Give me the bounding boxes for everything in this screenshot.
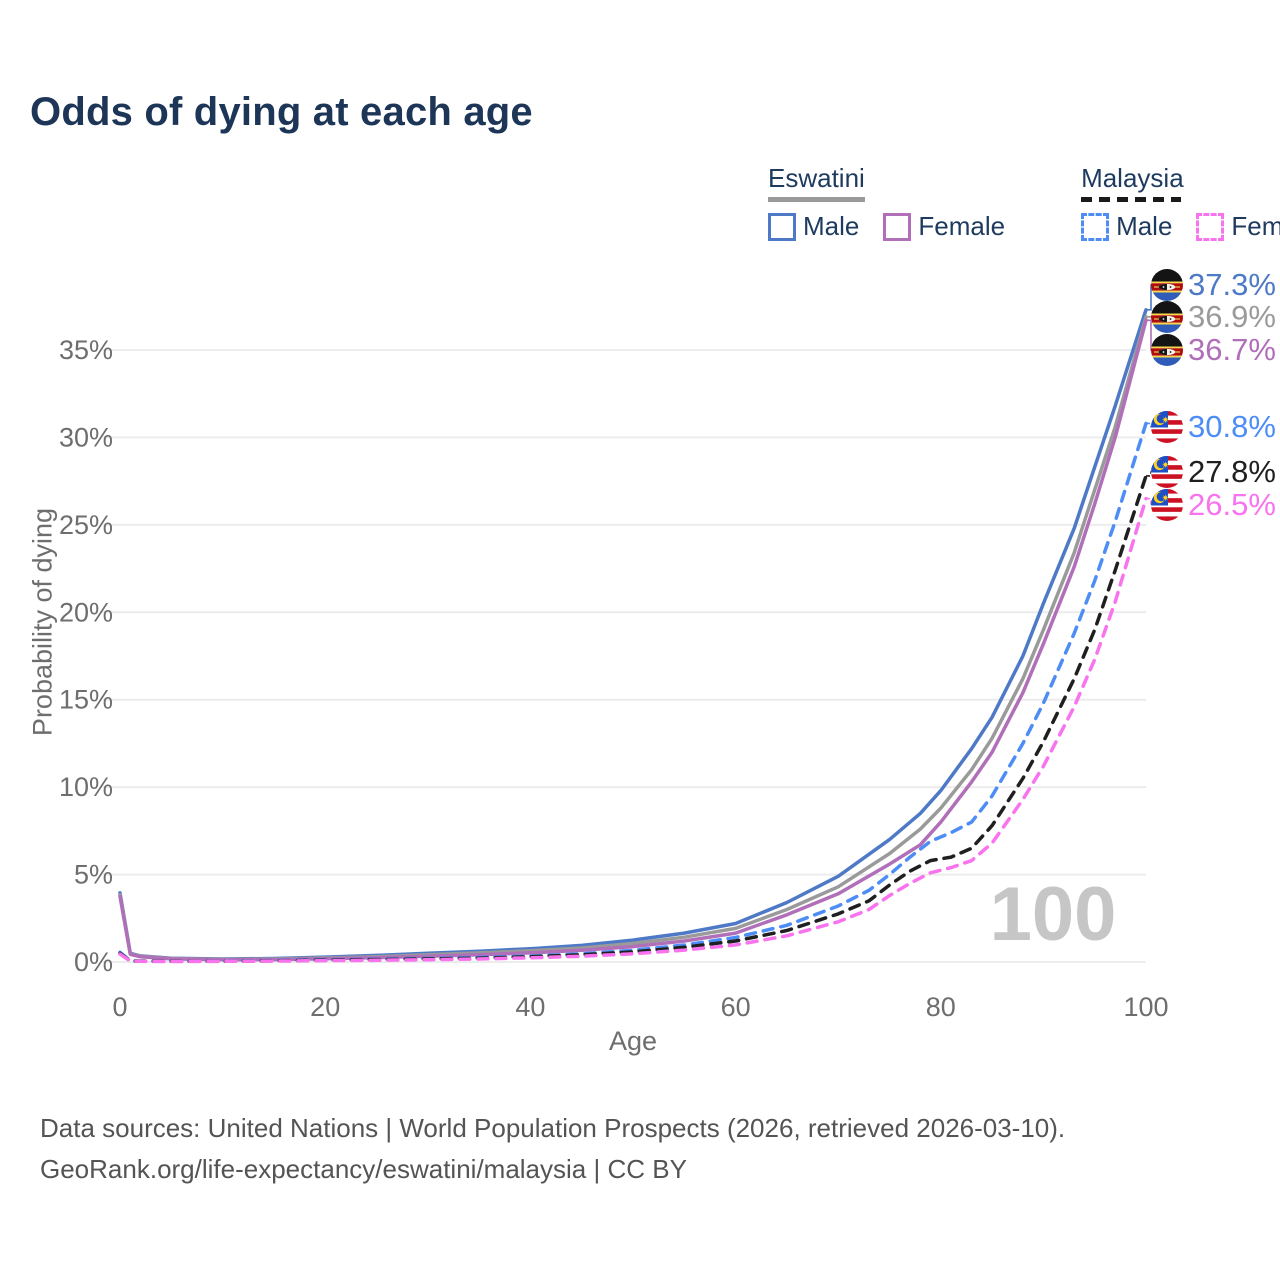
eswatini-flag-icon (1151, 334, 1183, 366)
y-tick-label: 15% (59, 685, 113, 715)
y-tick-label: 25% (59, 510, 113, 540)
x-tick-label: 100 (1123, 992, 1168, 1022)
footer-data-sources: Data sources: United Nations | World Pop… (40, 1113, 1066, 1143)
y-tick-label: 0% (74, 947, 113, 977)
y-tick-label: 10% (59, 772, 113, 802)
x-tick-label: 0 (112, 992, 127, 1022)
malaysia-flag-icon (1151, 456, 1183, 488)
malaysia-flag-icon (1151, 411, 1183, 443)
footer-url[interactable]: GeoRank.org/life-expectancy/eswatini/mal… (40, 1154, 687, 1184)
y-tick-label: 35% (59, 335, 113, 365)
eswatini-flag-icon (1151, 301, 1183, 333)
legend-group-title-eswatini[interactable]: Eswatini (768, 163, 865, 193)
series-line-eswatini-male[interactable] (118, 308, 1148, 961)
legend-underline-eswatini (768, 197, 865, 202)
series-line-eswatini-both-sexes[interactable] (118, 315, 1148, 962)
malaysia-flag-icon (1151, 489, 1183, 521)
legend-swatch-malaysia-male[interactable] (1081, 212, 1110, 241)
legend-label-malaysia-male[interactable]: Male (1116, 211, 1173, 241)
legend-group-title-malaysia[interactable]: Malaysia (1081, 163, 1184, 193)
x-tick-label: 60 (721, 992, 751, 1022)
y-tick-label: 20% (59, 597, 113, 627)
x-tick-label: 40 (515, 992, 545, 1022)
legend-swatch-eswatini-male[interactable] (768, 212, 796, 241)
age-indicator-watermark: 100 (990, 872, 1117, 957)
legend-group-eswatini: Eswatini Male Female (768, 163, 1029, 242)
y-tick-label: 5% (74, 860, 113, 890)
legend-swatch-eswatini-female[interactable] (883, 212, 912, 241)
page-title: Odds of dying at each age (30, 90, 533, 134)
x-tick-label: 20 (310, 992, 340, 1022)
series-line-eswatini-female[interactable] (118, 318, 1148, 962)
end-value-label: 36.7% (1188, 332, 1276, 367)
legend-swatch-malaysia-female[interactable] (1196, 212, 1225, 241)
end-value-label: 27.8% (1188, 454, 1276, 489)
y-axis-title: Probability of dying (27, 507, 58, 737)
end-value-label: 36.9% (1188, 299, 1276, 334)
end-label-leader (1146, 497, 1155, 506)
legend-label-eswatini-female[interactable]: Female (918, 211, 1006, 241)
y-tick-label: 30% (59, 422, 113, 452)
series-line-malaysia-female[interactable] (118, 496, 1148, 964)
x-axis-title: Age (608, 1026, 658, 1056)
eswatini-flag-icon (1151, 269, 1183, 301)
legend-group-malaysia: Malaysia Male Female (1081, 163, 1280, 242)
end-value-label: 37.3% (1188, 267, 1276, 302)
x-tick-label: 80 (926, 992, 956, 1022)
legend-underline-malaysia (1081, 197, 1182, 202)
legend: Eswatini Male Female Malaysia Male Femal… (768, 163, 1280, 242)
end-value-label: 26.5% (1188, 487, 1276, 522)
legend-label-eswatini-male[interactable]: Male (803, 211, 860, 241)
end-value-label: 30.8% (1188, 409, 1276, 444)
legend-label-malaysia-female[interactable]: Female (1231, 211, 1280, 241)
footer: Data sources: United Nations | World Pop… (40, 1108, 1065, 1190)
